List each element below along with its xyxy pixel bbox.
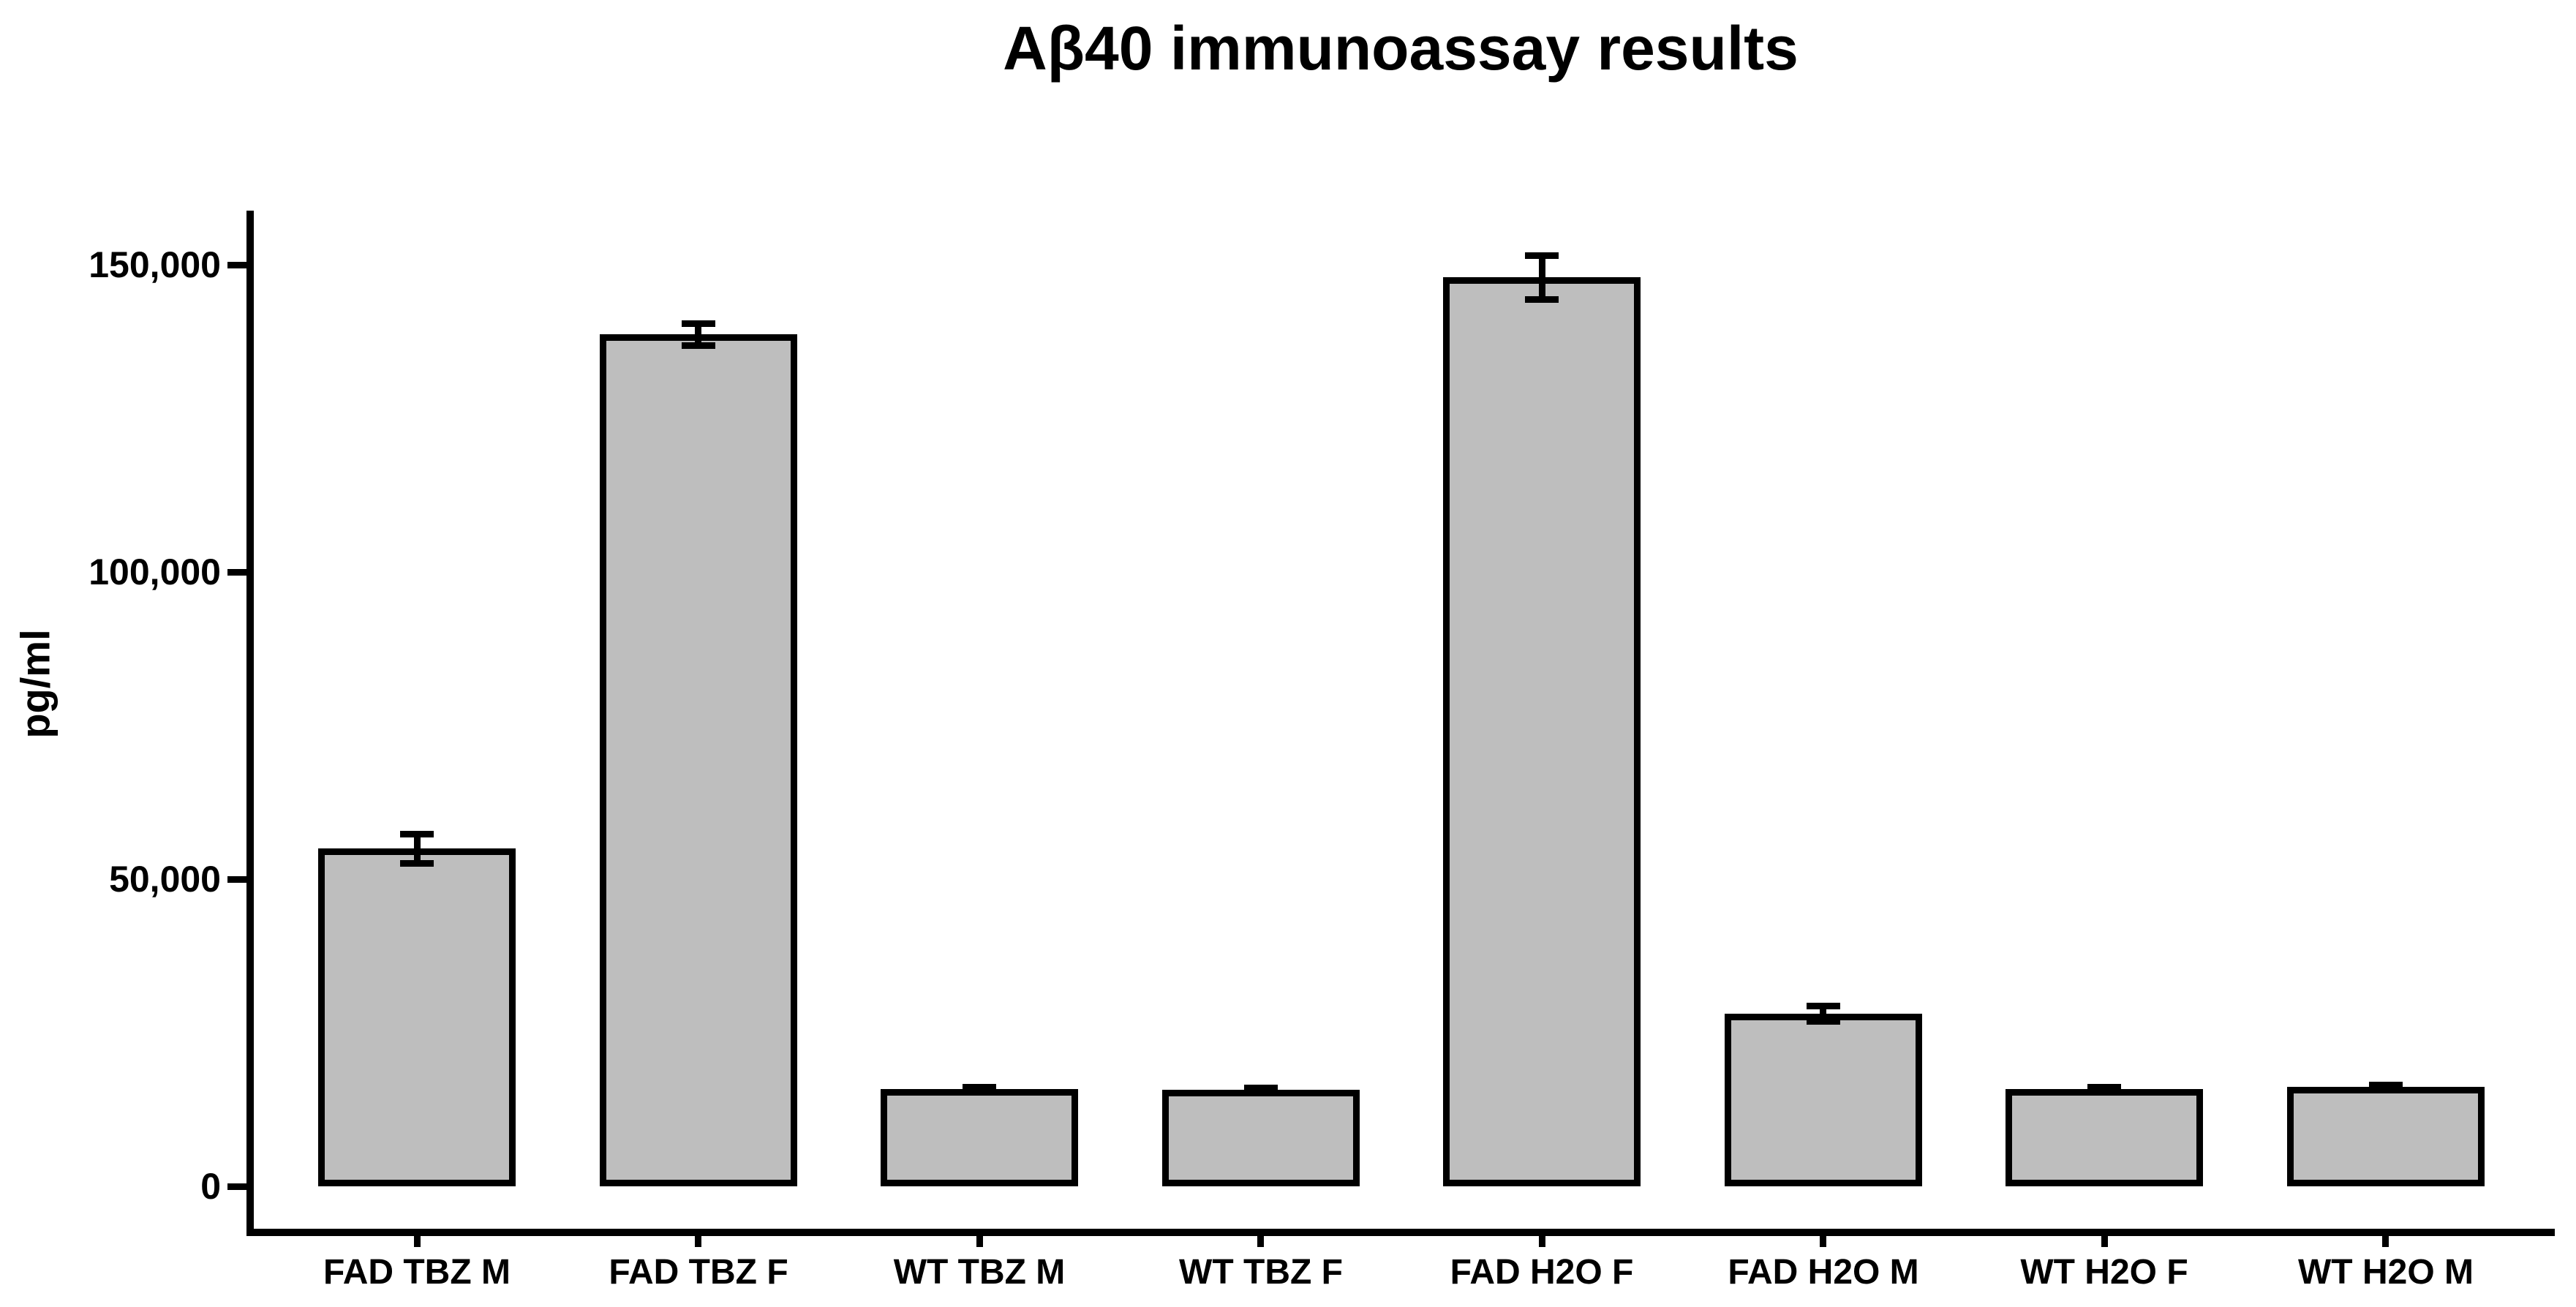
x-tick-label: FAD H2O F (1450, 1253, 1634, 1292)
bar-wt-tbz-m (881, 1089, 1078, 1186)
error-bar-line (414, 834, 421, 863)
x-tick-label: WT TBZ M (893, 1253, 1066, 1292)
y-tick-mark (227, 876, 246, 883)
x-tick-mark (2382, 1236, 2389, 1247)
x-tick-label: WT TBZ F (1179, 1253, 1343, 1292)
error-bar-cap (963, 1089, 996, 1096)
x-tick-mark (1539, 1236, 1545, 1247)
y-tick-label: 0 (200, 1166, 221, 1207)
error-bar-cap (1244, 1089, 1278, 1096)
x-tick-label: FAD TBZ F (609, 1253, 788, 1292)
error-bar-cap (963, 1084, 996, 1091)
x-tick-label: FAD H2O M (1728, 1253, 1919, 1292)
error-bar-cap (400, 831, 434, 837)
error-bar-cap (2087, 1089, 2121, 1096)
x-tick-mark (414, 1236, 421, 1247)
error-bar-cap (1807, 1003, 1840, 1009)
error-bar-line (695, 323, 701, 345)
y-tick-mark (227, 262, 246, 268)
x-tick-label: FAD TBZ M (323, 1253, 511, 1292)
x-tick-mark (976, 1236, 983, 1247)
error-bar-cap (682, 320, 715, 327)
error-bar-cap (2369, 1082, 2403, 1088)
error-bar-cap (1525, 252, 1559, 259)
bar-fad-h2o-m (1725, 1014, 1922, 1186)
y-tick-label: 150,000 (88, 244, 221, 285)
y-tick-mark (227, 1183, 246, 1190)
error-bar-cap (2087, 1084, 2121, 1091)
y-tick-label: 50,000 (109, 859, 221, 900)
bar-wt-tbz-f (1162, 1090, 1360, 1186)
bar-fad-tbz-m (318, 848, 516, 1186)
x-axis-line (246, 1229, 2555, 1236)
error-bar-cap (400, 860, 434, 867)
x-tick-label: WT H2O M (2298, 1253, 2474, 1292)
error-bar-line (1820, 1006, 1826, 1021)
error-bar-line (1539, 255, 1545, 299)
y-tick-label: 100,000 (88, 551, 221, 592)
x-tick-mark (1820, 1236, 1826, 1247)
x-tick-mark (1257, 1236, 1264, 1247)
y-axis-line (246, 211, 254, 1236)
bar-wt-h2o-f (2006, 1089, 2203, 1186)
chart-title: Aβ40 immunoassay results (1003, 14, 1799, 83)
y-axis-label: pg/ml (12, 629, 59, 739)
y-tick-mark (227, 569, 246, 576)
bar-wt-h2o-m (2287, 1087, 2485, 1186)
error-bar-cap (682, 342, 715, 349)
error-bar-cap (1525, 296, 1559, 303)
error-bar-cap (2369, 1086, 2403, 1093)
bar-fad-tbz-f (600, 334, 797, 1186)
x-tick-label: WT H2O F (2020, 1253, 2188, 1292)
error-bar-cap (1244, 1085, 1278, 1091)
x-tick-mark (695, 1236, 701, 1247)
x-tick-mark (2101, 1236, 2108, 1247)
bar-fad-h2o-f (1443, 277, 1641, 1186)
error-bar-cap (1807, 1018, 1840, 1025)
